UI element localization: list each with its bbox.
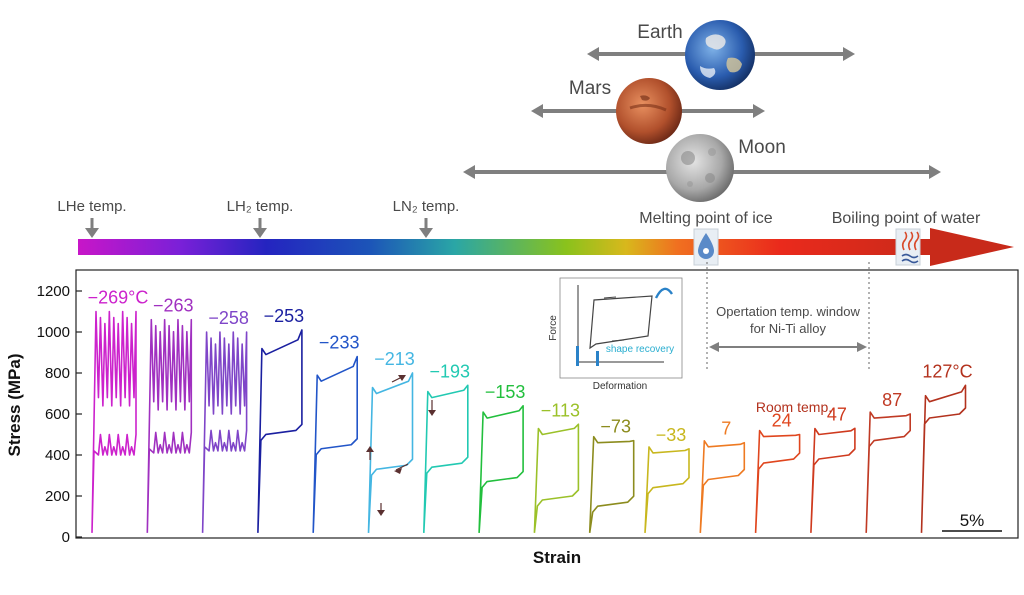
stress-strain-curve: [920, 384, 967, 533]
stress-strain-curve: [533, 423, 580, 533]
mars-label: Mars: [569, 78, 611, 99]
temperature-bar-arrowhead: [930, 228, 1014, 266]
scale-bar: 5%: [942, 511, 1002, 532]
plot-frame: [75, 269, 1019, 539]
y-tick-label: 400: [45, 447, 70, 464]
temperature-bar: LHe temp. LH₂ temp. LN₂ temp. Melting po…: [57, 198, 1014, 266]
temperature-label: −263: [153, 296, 194, 316]
x-axis-title: Strain: [533, 548, 581, 567]
y-axis-title: Stress (MPa): [5, 354, 24, 457]
temperature-label: 7: [721, 419, 731, 439]
stress-strain-curve: [644, 446, 690, 533]
room-temp-label: Room temp.: [756, 399, 832, 415]
lh2-marker: LH₂ temp.: [227, 198, 294, 238]
stress-strain-curve: [754, 429, 801, 533]
temperature-label: −33: [656, 425, 687, 445]
mars-globe-icon: [616, 78, 682, 144]
operation-window-label-line2: for Ni-Ti alloy: [750, 321, 827, 336]
ice-drop-icon: [693, 228, 719, 266]
down-arrow-icon: [419, 218, 433, 238]
stress-strain-curve: [367, 372, 414, 533]
stress-strain-curve: [146, 318, 193, 533]
lhe-marker: LHe temp.: [57, 198, 127, 238]
temperature-labels: −269°C −263 −258 −253 −233 −213 −193 −153 −113 −7…: [88, 288, 973, 445]
temperature-label: −193: [430, 361, 471, 381]
mars-range: Mars: [531, 78, 765, 144]
moon-globe-icon: [666, 134, 734, 202]
earth-label: Earth: [637, 22, 682, 43]
operation-window-label-line1: Opertation temp. window: [716, 304, 860, 319]
inset-diagram: shape recovery Deformation Force: [548, 277, 683, 392]
down-arrow-icon: [253, 218, 267, 238]
earth-range: Earth: [587, 20, 855, 90]
inset-note: shape recovery: [606, 344, 674, 355]
boiling-point-label: Boiling point of water: [832, 210, 981, 227]
planet-ranges: Earth Mars Moon: [463, 20, 941, 202]
temperature-label: −153: [485, 382, 526, 402]
temperature-label: −258: [208, 308, 249, 328]
moon-range: Moon: [463, 134, 941, 202]
temperature-label: 127°C: [922, 361, 972, 381]
stress-strain-curve: [91, 310, 137, 533]
temperature-label: −269°C: [88, 288, 149, 308]
stress-strain-curves: [91, 310, 967, 534]
down-arrow-icon: [85, 218, 99, 238]
y-axis: 0 200 400 600 800 1000 1200: [37, 283, 82, 546]
stress-strain-curve: [423, 384, 469, 533]
ln2-label: LN₂ temp.: [393, 198, 460, 215]
temperature-label: −253: [264, 306, 305, 326]
operation-window: Opertation temp. window for Ni-Ti alloy: [706, 262, 870, 372]
y-tick-label: 600: [45, 406, 70, 423]
inset-ylabel: Force: [548, 315, 559, 341]
stress-strain-curve: [865, 411, 911, 533]
temperature-gradient-bar: [78, 239, 934, 255]
stress-strain-curve: [201, 331, 248, 533]
temperature-label: −73: [600, 417, 631, 437]
melting-point-label: Melting point of ice: [639, 210, 773, 227]
stress-strain-curve: [478, 405, 524, 533]
stress-strain-curve: [257, 329, 303, 533]
stress-strain-curve: [312, 355, 358, 533]
y-tick-label: 200: [45, 488, 70, 505]
lh2-label: LH₂ temp.: [227, 198, 294, 215]
y-tick-label: 0: [62, 529, 70, 546]
loading-direction-arrows: [366, 375, 436, 516]
y-tick-label: 800: [45, 365, 70, 382]
earth-globe-icon: [685, 20, 755, 90]
temperature-label: 87: [882, 390, 902, 410]
temperature-label: −113: [541, 400, 580, 420]
temperature-label: −213: [374, 349, 415, 369]
stress-strain-curve: [810, 427, 856, 533]
ln2-marker: LN₂ temp.: [393, 198, 460, 238]
y-tick-label: 1200: [37, 283, 70, 300]
stress-strain-curve: [588, 435, 635, 534]
temperature-label: 24: [772, 411, 792, 431]
scale-bar-label: 5%: [960, 511, 985, 530]
inset-xlabel: Deformation: [593, 381, 647, 392]
moon-label: Moon: [738, 137, 786, 158]
lhe-label: LHe temp.: [57, 198, 126, 215]
temperature-label: −233: [319, 333, 360, 353]
stress-strain-chart: 0 200 400 600 800 1000 1200 Stress (MPa) Strai…: [5, 262, 1019, 567]
stress-strain-curve: [699, 440, 746, 533]
temperature-label: 47: [827, 404, 847, 424]
boiling-water-icon: [895, 228, 921, 266]
y-tick-label: 1000: [37, 324, 70, 341]
